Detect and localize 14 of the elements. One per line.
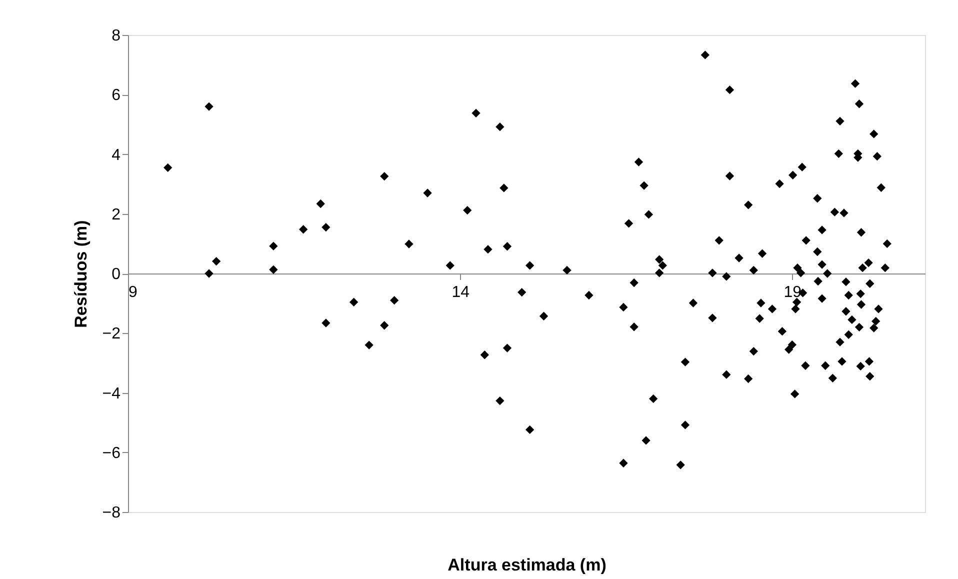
y-tick-label: 8 [112,28,121,44]
y-tick-label: −2 [102,326,121,343]
y-tick-label: −8 [102,504,121,522]
x-axis-title: Altura estimada (m) [448,556,606,574]
y-axis-title: Resíduos (m) [71,220,90,328]
y-tick-label: 6 [112,87,121,104]
y-tick-label: 2 [112,206,121,224]
y-tick-label: −4 [102,385,121,402]
x-tick-label: 14 [452,284,470,301]
y-tick-label: −6 [102,444,121,462]
y-tick-label: 0 [112,266,121,283]
y-tick-label: 4 [112,146,121,164]
x-tick-label: 19 [784,284,802,301]
x-tick-label: 9 [128,284,138,301]
